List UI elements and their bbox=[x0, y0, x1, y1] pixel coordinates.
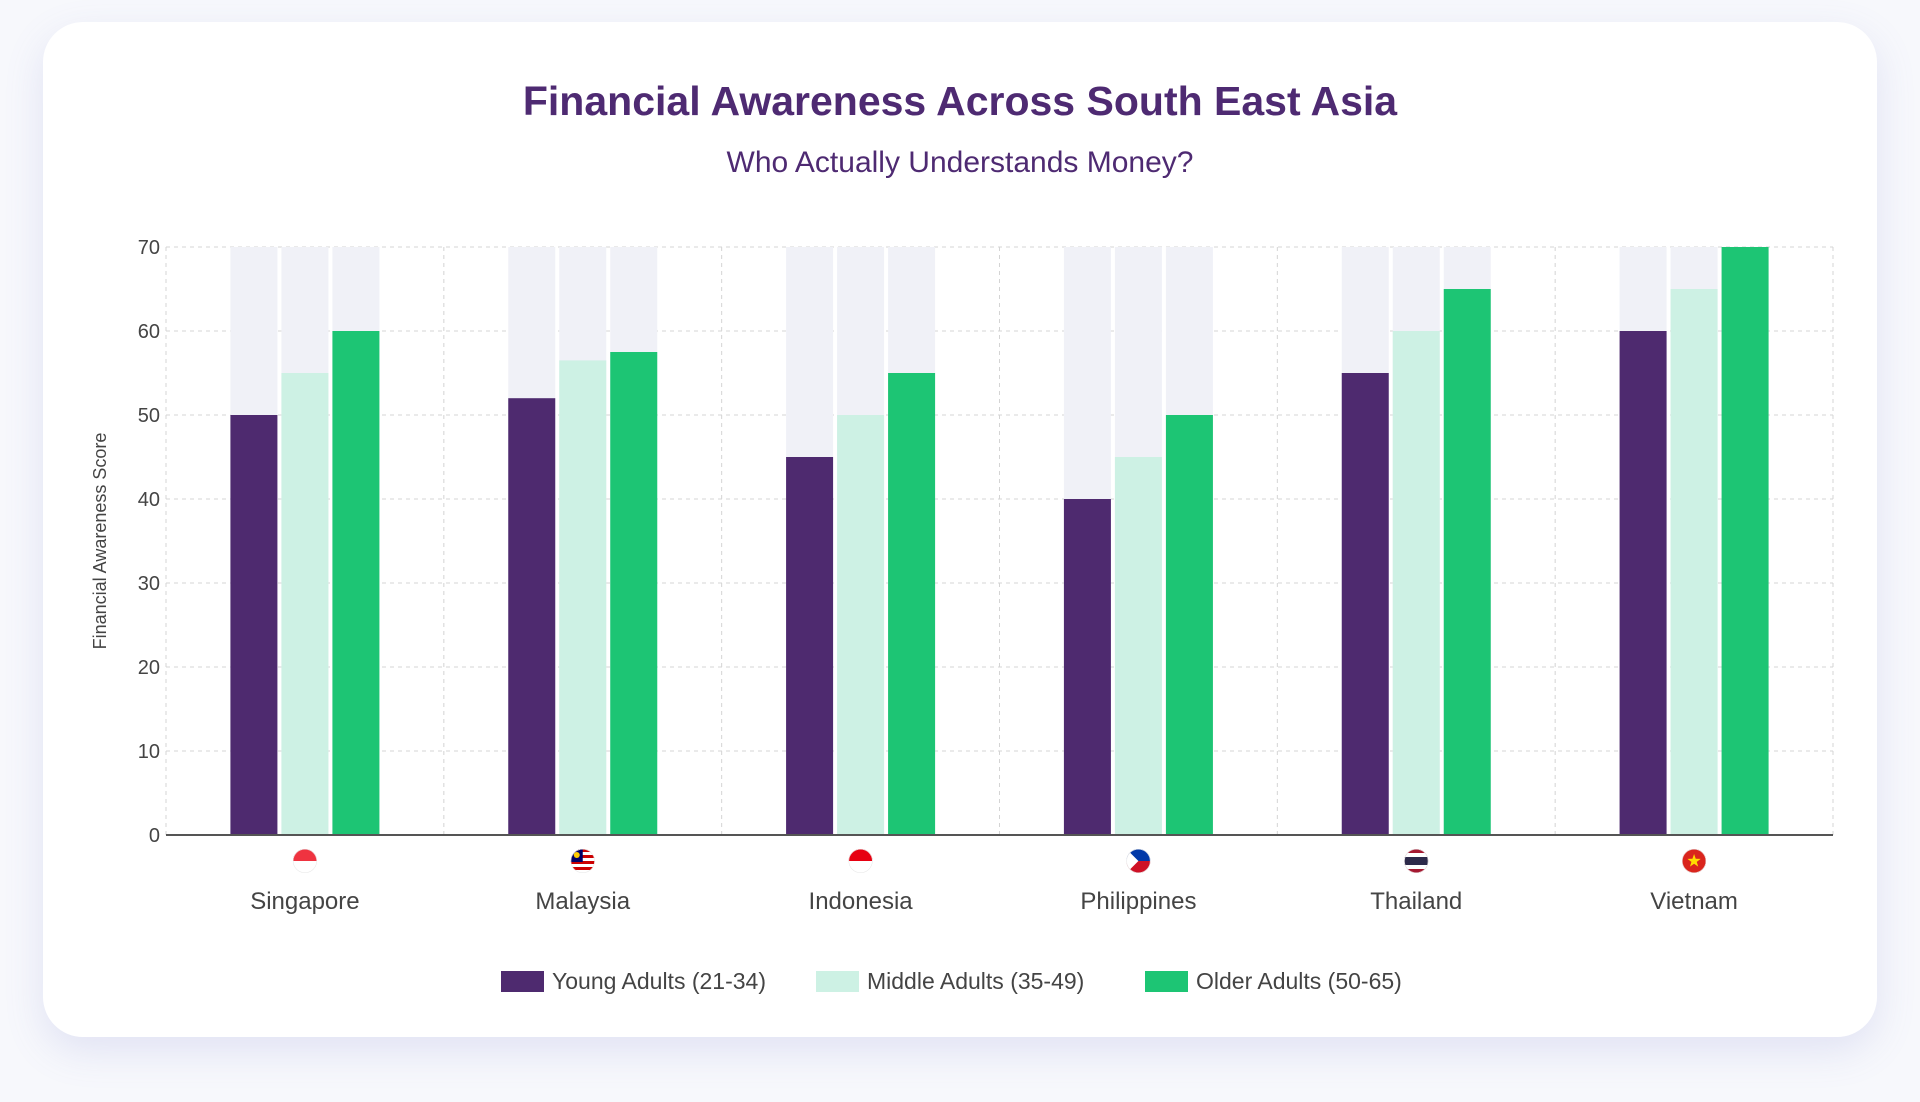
x-tick-label: Malaysia bbox=[535, 888, 630, 915]
bar bbox=[1392, 331, 1440, 835]
legend-label: Middle Adults (35-49) bbox=[867, 968, 1084, 994]
legend-swatch bbox=[1145, 971, 1188, 992]
bar bbox=[786, 457, 834, 835]
thailand-flag-icon bbox=[1404, 849, 1429, 873]
chart-title: Financial Awareness Across South East As… bbox=[522, 78, 1398, 124]
x-tick-label: Singapore bbox=[250, 888, 359, 915]
bar bbox=[1063, 499, 1111, 835]
x-tick-label: Philippines bbox=[1080, 888, 1196, 915]
bar bbox=[1165, 415, 1213, 835]
bar bbox=[281, 373, 329, 835]
y-tick-label: 10 bbox=[138, 741, 160, 763]
y-axis-label: Financial Awareness Score bbox=[90, 433, 110, 650]
bar bbox=[559, 360, 607, 835]
x-tick-label: Indonesia bbox=[809, 888, 914, 915]
y-tick-label: 40 bbox=[138, 489, 160, 511]
bar bbox=[332, 331, 380, 835]
bar bbox=[888, 373, 936, 835]
bar bbox=[1670, 289, 1718, 835]
bar bbox=[837, 415, 885, 835]
x-tick-label: Thailand bbox=[1370, 888, 1462, 915]
bar bbox=[1619, 331, 1667, 835]
y-tick-label: 30 bbox=[138, 573, 160, 595]
y-tick-label: 50 bbox=[138, 405, 160, 427]
bar bbox=[1341, 373, 1389, 835]
bar bbox=[1114, 457, 1162, 835]
bar bbox=[1443, 289, 1491, 835]
bar bbox=[230, 415, 278, 835]
x-tick-label: Vietnam bbox=[1650, 888, 1738, 915]
legend-label: Young Adults (21-34) bbox=[552, 968, 766, 994]
singapore-flag-icon bbox=[292, 849, 317, 873]
legend-swatch bbox=[501, 971, 544, 992]
y-tick-label: 70 bbox=[138, 237, 160, 259]
chart-subtitle: Who Actually Understands Money? bbox=[726, 146, 1194, 179]
bar bbox=[610, 352, 658, 835]
y-tick-label: 20 bbox=[138, 657, 160, 679]
legend-swatch bbox=[816, 971, 859, 992]
vietnam-flag-icon bbox=[1682, 849, 1707, 873]
y-tick-label: 0 bbox=[149, 825, 160, 847]
indonesia-flag-icon bbox=[848, 849, 873, 873]
malaysia-flag-icon bbox=[570, 849, 595, 873]
bar bbox=[508, 398, 556, 835]
philippines-flag-icon bbox=[1126, 849, 1151, 873]
legend-label: Older Adults (50-65) bbox=[1196, 968, 1402, 994]
y-tick-label: 60 bbox=[138, 321, 160, 343]
bar bbox=[1721, 247, 1769, 835]
